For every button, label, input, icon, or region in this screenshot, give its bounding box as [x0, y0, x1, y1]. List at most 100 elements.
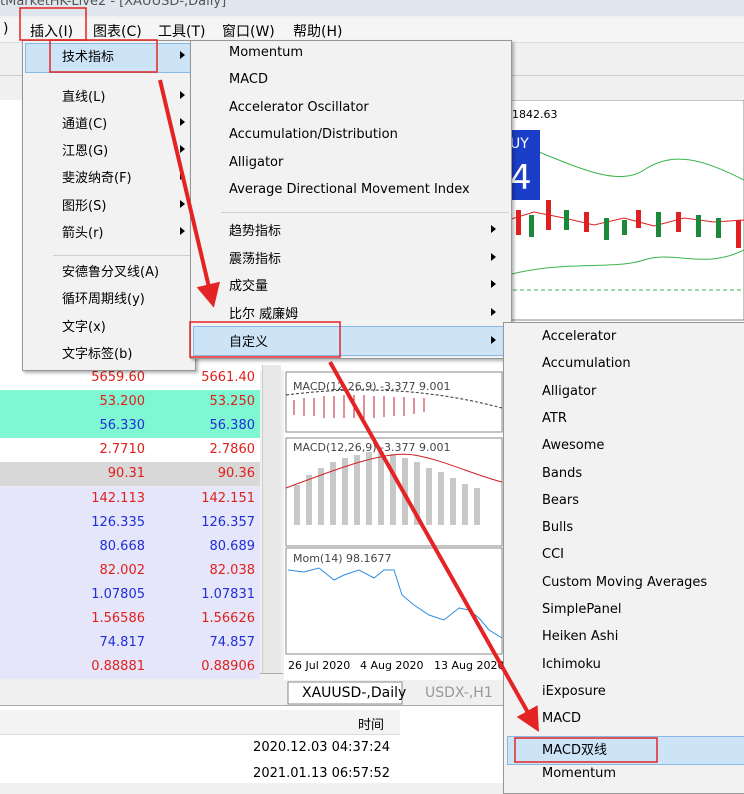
menu-item[interactable]: 帮助(H)	[293, 24, 343, 40]
tab-active[interactable]	[287, 681, 403, 705]
quote-bid: 56.330	[99, 418, 146, 434]
price-label: 1842.63	[512, 108, 558, 121]
custom-menu	[503, 322, 744, 794]
submenu-arrow	[491, 308, 496, 316]
menu-item[interactable]: Accelerator Oscillator	[229, 100, 369, 115]
signal	[285, 453, 503, 489]
menu-item[interactable]: 文字标签(b)	[62, 347, 133, 362]
menu-item[interactable]: 成交量	[229, 279, 269, 294]
submenu-arrow	[180, 91, 185, 99]
chart-tab[interactable]: XAUUSD-,Daily	[302, 685, 407, 701]
quote-ask: 53.250	[209, 394, 256, 410]
menu-item[interactable]: Bulls	[542, 520, 574, 536]
menu-item[interactable]: 江恩(G)	[62, 144, 109, 159]
chart-tab[interactable]: USDX-,H1	[425, 685, 493, 701]
x-date: 13 Aug 2020	[434, 659, 505, 672]
menu-item[interactable]: Heiken Ashi	[542, 629, 619, 645]
quote-bid: 1.56586	[91, 611, 145, 626]
quote-bid: 5659.60	[91, 370, 145, 385]
quote-row[interactable]	[0, 486, 260, 512]
window-title: tMarketHK-Live2 - [XAUUSD-,Daily]	[0, 0, 227, 9]
menu-item[interactable]: Average Directional Movement Index	[229, 182, 470, 197]
menu-item[interactable]: 技术指标	[62, 50, 115, 65]
menu-item[interactable]: MACD	[542, 711, 581, 727]
insert-menu	[22, 40, 196, 371]
menu-item[interactable]: 直线(L)	[62, 90, 106, 105]
submenu-arrow	[180, 227, 185, 235]
menu-item[interactable]: 窗口(W)	[222, 24, 275, 40]
indicator-label: MACD(12,26,9) -3.377 9.001	[293, 380, 451, 393]
menu-item[interactable]: 震荡指标	[229, 252, 282, 267]
menu-item[interactable]: 文字(x)	[62, 320, 106, 335]
menu-item[interactable]: Momentum	[542, 765, 617, 781]
quote-ask: 5661.40	[201, 370, 255, 385]
journal-time: 2020.12.03 04:37:24	[253, 740, 390, 755]
quote-bid: 80.668	[99, 538, 146, 554]
menu-item[interactable]: ATR	[542, 410, 567, 426]
candles	[529, 210, 721, 240]
macd-hist	[294, 452, 480, 525]
menu-highlight	[507, 736, 744, 765]
highlight-box	[189, 321, 341, 358]
quote-row[interactable]	[0, 631, 260, 657]
menu-item[interactable]: 箭头(r)	[62, 226, 104, 241]
signal	[285, 389, 503, 409]
quote-ask: 82.038	[209, 562, 256, 578]
trade-panel-text: 4	[510, 158, 532, 198]
quote-row[interactable]	[0, 534, 260, 560]
menu-item[interactable]: 图形(S)	[62, 199, 107, 214]
quote-bid: 74.817	[99, 635, 146, 651]
menu-item[interactable]: Ichimoku	[542, 656, 601, 672]
title-bar	[0, 0, 744, 16]
menu-item[interactable]: 通道(C)	[62, 117, 108, 132]
menu-item[interactable]: Alligator	[542, 383, 597, 399]
ma	[507, 211, 744, 227]
menu-item[interactable]: 自定义	[229, 335, 269, 350]
menu-item[interactable]: 趋势指标	[229, 224, 282, 239]
menu-item[interactable]: Accumulation/Distribution	[229, 127, 398, 142]
quote-bid: 142.113	[91, 490, 145, 506]
quote-ask: 126.357	[201, 514, 255, 530]
quote-bid: 53.200	[99, 394, 146, 410]
menu-item[interactable]: 循环周期线(y)	[62, 292, 145, 307]
menu-item[interactable]: SimplePanel	[542, 602, 622, 617]
macd-bars	[293, 395, 425, 418]
menu-item[interactable]: Awesome	[542, 438, 605, 454]
submenu-arrow	[180, 118, 185, 126]
menu-highlight	[193, 326, 509, 356]
arrow	[328, 361, 539, 732]
submenu-arrow	[491, 253, 496, 261]
quote-ask: 0.88906	[201, 659, 255, 675]
submenu-arrow	[491, 336, 496, 344]
menu-item[interactable]: Bears	[542, 492, 580, 508]
menu-item[interactable]: MACD	[229, 72, 268, 87]
menu-item[interactable]: 比尔 威廉姆	[229, 307, 299, 322]
menu-item[interactable]: Accelerator	[542, 329, 617, 344]
submenu-arrow	[180, 200, 185, 208]
menu-item[interactable]: 工具(T)	[158, 24, 206, 40]
menu-item[interactable]: Bands	[542, 465, 583, 481]
menu-item[interactable]: Momentum	[229, 45, 304, 60]
quote-ask: 142.151	[201, 490, 255, 506]
highlight-box	[514, 737, 658, 763]
menu-item[interactable]: Alligator	[229, 155, 284, 170]
menu-item[interactable]: 图表(C)	[93, 24, 142, 40]
quote-row[interactable]	[0, 510, 260, 536]
menu-item[interactable]: 斐波纳奇(F)	[62, 171, 132, 186]
quote-row[interactable]	[0, 558, 260, 584]
quote-bid: 0.88881	[91, 659, 145, 675]
menu-item[interactable]: iExposure	[542, 683, 606, 699]
menu-item[interactable]: 安德鲁分叉线(A)	[62, 265, 160, 280]
menu-item[interactable]: )	[3, 21, 9, 37]
quote-row[interactable]	[0, 655, 260, 681]
arrow	[158, 79, 220, 308]
band	[507, 139, 744, 181]
x-date: 26 Jul 2020	[288, 659, 351, 672]
menu-item[interactable]: Custom Moving Averages	[542, 574, 708, 590]
scrollbar[interactable]	[262, 365, 281, 673]
menu-item[interactable]: MACD双线	[542, 742, 607, 758]
journal-header-row	[0, 710, 400, 735]
menu-item[interactable]: CCI	[542, 547, 564, 563]
menu-item[interactable]: 插入(I)	[30, 24, 74, 40]
menu-item[interactable]: Accumulation	[542, 356, 631, 372]
